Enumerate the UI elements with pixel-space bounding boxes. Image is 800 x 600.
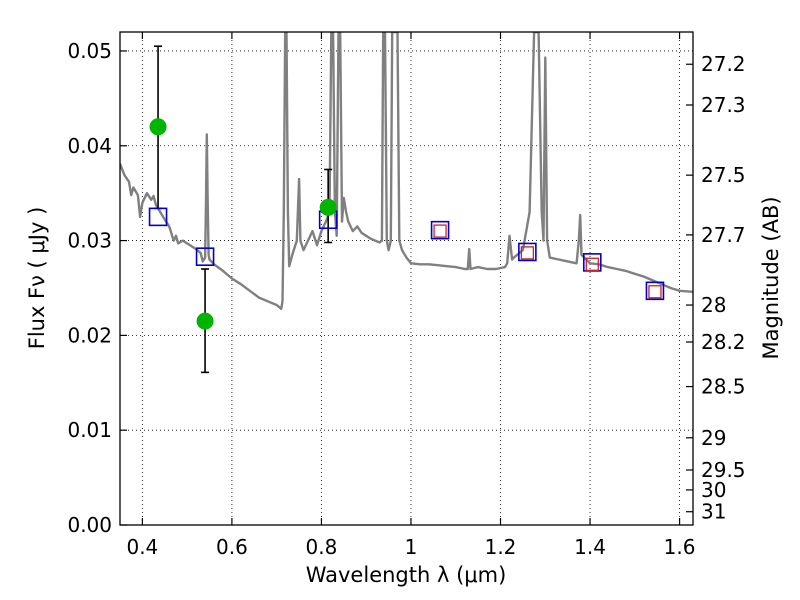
y2-tick-label: 27.2 bbox=[701, 52, 746, 76]
inner-photometry-square bbox=[520, 246, 535, 260]
x-tick-label: 0.6 bbox=[216, 535, 248, 559]
observed-flux-point bbox=[149, 118, 167, 136]
model-photometry-square bbox=[148, 207, 168, 227]
y-tick-label: 0.04 bbox=[67, 134, 112, 158]
x-tick-label: 1.4 bbox=[574, 535, 606, 559]
y2-tick-label: 27.3 bbox=[701, 93, 746, 117]
model-spectrum bbox=[120, 32, 693, 310]
spectrum-line bbox=[120, 32, 693, 310]
observed-flux-point bbox=[196, 312, 214, 330]
model-photometry-square bbox=[430, 220, 450, 240]
y2-tick-label: 27.5 bbox=[701, 163, 746, 187]
y2-tick-label: 27.7 bbox=[701, 223, 746, 247]
x-tick-label: 1.6 bbox=[664, 535, 696, 559]
y2-tick-label: 30 bbox=[701, 478, 726, 502]
y2-tick-label: 28 bbox=[701, 293, 726, 317]
x-axis-label: Wavelength λ (μm) bbox=[306, 563, 507, 587]
y-tick-label: 0.03 bbox=[67, 229, 112, 253]
model-photometry-square bbox=[645, 281, 665, 301]
right-y-axis-label: Magnitude (AB) bbox=[759, 196, 783, 359]
x-tick-label: 1 bbox=[405, 535, 418, 559]
y-tick-label: 0.02 bbox=[67, 323, 112, 347]
x-axis-ticks: 0.4 0.6 0.8 1 1.2 1.4 1.6 bbox=[126, 32, 695, 559]
observed-flux-point bbox=[319, 198, 337, 216]
inner-photometry-square bbox=[433, 224, 447, 238]
inner-photometry-square bbox=[648, 285, 662, 299]
y2-tick-label: 28.2 bbox=[701, 330, 746, 354]
photometry-markers bbox=[148, 118, 665, 330]
plot-frame bbox=[119, 31, 694, 526]
x-tick-label: 1.2 bbox=[485, 535, 517, 559]
x-tick-label: 0.8 bbox=[306, 535, 338, 559]
model-photometry-square bbox=[195, 247, 215, 266]
inner-photometry-square bbox=[585, 257, 599, 271]
y2-tick-label: 31 bbox=[701, 500, 726, 524]
y-axis-ticks: 0.00 0.01 0.02 0.03 0.04 0.05 bbox=[67, 39, 127, 537]
y-tick-label: 0.05 bbox=[67, 39, 112, 63]
y-tick-label: 0.01 bbox=[67, 418, 112, 442]
y-axis-label: Flux Fν ( μJy ) bbox=[25, 207, 49, 350]
x-tick-label: 0.4 bbox=[126, 535, 158, 559]
model-photometry-square bbox=[518, 242, 537, 262]
observed-error-bars bbox=[154, 45, 333, 374]
grid-lines bbox=[120, 32, 693, 525]
y-tick-label: 0.00 bbox=[67, 513, 112, 537]
y2-tick-label: 28.5 bbox=[701, 375, 746, 399]
y2-tick-label: 29.5 bbox=[701, 458, 746, 482]
y2-tick-label: 29 bbox=[701, 426, 726, 450]
